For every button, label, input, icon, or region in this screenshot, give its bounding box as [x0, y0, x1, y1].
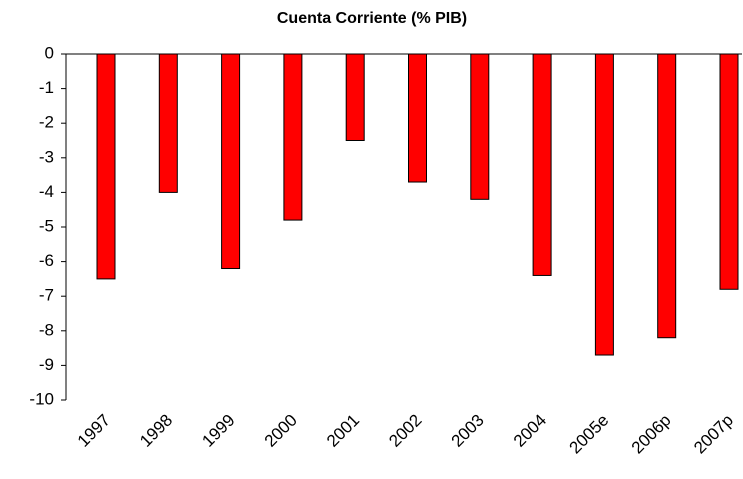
bar: [719, 53, 739, 290]
bar: [532, 53, 552, 276]
y-tick-label: -8: [39, 320, 54, 339]
y-tick-label: 0: [45, 43, 54, 62]
y-tick-label: -5: [39, 216, 54, 235]
bar: [221, 53, 241, 270]
y-tick-label: -10: [29, 389, 54, 408]
x-tick-label: 2007p: [690, 411, 737, 458]
y-tick-label: -6: [39, 251, 54, 270]
chart-title: Cuenta Corriente (% PIB): [277, 10, 467, 27]
bar: [594, 53, 614, 356]
y-tick-label: -3: [39, 147, 54, 166]
y-tick-label: -2: [39, 113, 54, 132]
bar: [96, 53, 116, 280]
x-tick-label: 2000: [261, 411, 301, 451]
bar: [408, 53, 427, 183]
y-tick-label: -1: [39, 78, 54, 97]
bar: [158, 53, 178, 193]
bar: [657, 53, 677, 339]
x-tick-label: 2006p: [628, 411, 675, 458]
x-tick-label: 2004: [510, 411, 550, 451]
x-tick-label: 2003: [448, 411, 488, 451]
bar: [283, 53, 303, 221]
x-tick-label: 1997: [74, 411, 114, 451]
x-tick-label: 1998: [136, 411, 176, 451]
bar: [345, 53, 365, 141]
x-tick-label: 1999: [198, 411, 238, 451]
x-tick-label: 2002: [385, 411, 425, 451]
y-tick-label: -7: [39, 286, 54, 305]
y-tick-label: -9: [39, 355, 54, 374]
x-tick-label: 2001: [323, 411, 363, 451]
bar: [470, 53, 490, 200]
x-tick-label: 2005e: [566, 411, 613, 458]
y-tick-label: -4: [39, 182, 54, 201]
